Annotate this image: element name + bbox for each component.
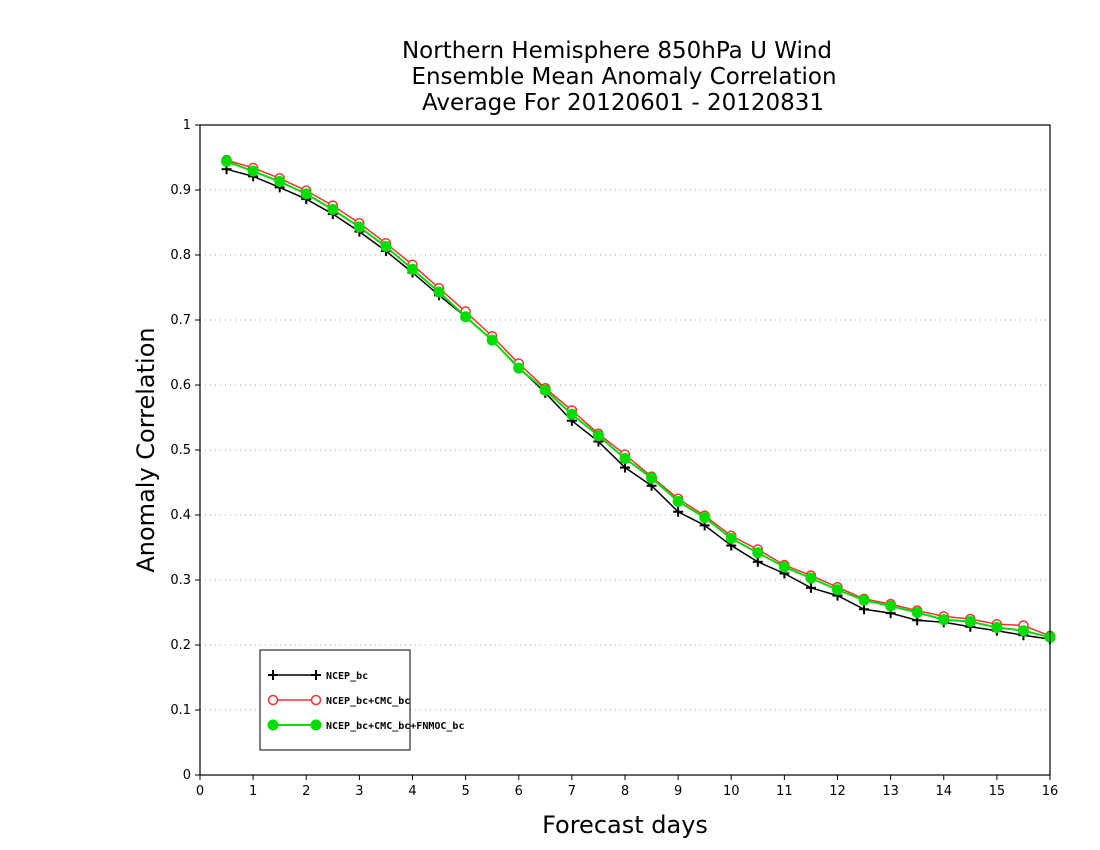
y-tick-label: 1 (183, 118, 191, 133)
x-tick-label: 10 (723, 784, 740, 799)
series-2-point (407, 263, 418, 275)
series-2-point (274, 176, 286, 188)
series-2-point (353, 221, 365, 233)
x-tick-label: 12 (829, 784, 846, 799)
series-2-point (380, 241, 392, 253)
x-tick-label: 16 (1042, 784, 1059, 799)
series-2-point (300, 188, 312, 200)
legend-marker-start (267, 694, 279, 706)
x-tick-label: 3 (355, 784, 363, 799)
x-axis-title: Forecast days (542, 811, 708, 839)
y-tick-label: 0.1 (170, 703, 191, 718)
y-axis-title: Anomaly Correlation (132, 327, 160, 572)
legend-marker-end (310, 694, 322, 706)
y-tick-label: 0.9 (170, 183, 191, 198)
series-line-0 (226, 168, 1051, 640)
y-tick-label: 0.2 (170, 638, 191, 653)
legend-label: NCEP_bc (326, 671, 368, 682)
title-line-1: Northern Hemisphere 850hPa U Wind (402, 38, 832, 64)
title-line-3: Average For 20120601 - 20120831 (422, 90, 824, 116)
series-2-point (460, 311, 472, 323)
x-tick-label: 13 (882, 784, 899, 799)
y-tick-label: 0 (183, 768, 191, 783)
series-2-point (486, 334, 498, 346)
series-2-point (1017, 625, 1029, 637)
x-tick-label: 0 (196, 784, 204, 799)
legend-label: NCEP_bc+CMC_bc+FNMOC_bc (326, 721, 464, 732)
series-2-point (752, 547, 764, 559)
x-tick-label: 4 (408, 784, 416, 799)
series-0 (221, 164, 1055, 645)
y-tick-label: 0.5 (170, 443, 191, 458)
y-tick-label: 0.7 (170, 313, 191, 328)
legend-entry-0: NCEP_bc (268, 670, 368, 682)
series-2-point (566, 408, 578, 420)
series-layer (221, 154, 1056, 645)
series-2-point (619, 452, 631, 464)
series-2-point (247, 165, 259, 177)
series-2-point (513, 362, 525, 374)
y-tick-label: 0.4 (170, 508, 191, 523)
series-2-point (938, 614, 950, 626)
series-2-point (327, 204, 339, 215)
legend-label: NCEP_bc+CMC_bc (326, 696, 410, 707)
legend-marker-start (267, 719, 279, 731)
x-tick-label: 8 (621, 784, 629, 799)
x-tick-label: 14 (935, 784, 952, 799)
series-line-1 (226, 159, 1051, 637)
axis-ticks: 00.10.20.30.40.50.60.70.80.910 1 2 3 4 5 6 7 8 9 1… (170, 118, 1058, 799)
series-2-point (964, 616, 976, 628)
x-tick-label: 5 (461, 784, 469, 799)
series-2-point (885, 600, 897, 612)
series-2-point (699, 512, 711, 524)
series-2-point (221, 155, 233, 167)
x-tick-label: 2 (302, 784, 310, 799)
series-2-point (778, 561, 790, 573)
series-2-point (911, 607, 923, 618)
y-tick-label: 0.8 (170, 248, 191, 263)
series-2-point (433, 286, 445, 298)
y-tick-label: 0.6 (170, 378, 191, 393)
x-tick-label: 15 (989, 784, 1006, 799)
series-2-point (725, 532, 737, 544)
series-2-point (858, 594, 870, 606)
chart-title: Northern Hemisphere 850hPa U Wind Ensemb… (402, 38, 837, 116)
series-2-point (646, 472, 658, 484)
series-1 (221, 154, 1056, 642)
series-2 (221, 155, 1056, 643)
title-line-2: Ensemble Mean Anomaly Correlation (411, 64, 836, 90)
legend-entry-1: NCEP_bc+CMC_bc (267, 694, 410, 707)
x-tick-label: 9 (674, 784, 682, 799)
series-2-point (991, 621, 1003, 633)
x-tick-label: 6 (515, 784, 523, 799)
series-2-point (805, 572, 817, 584)
x-tick-label: 1 (249, 784, 257, 799)
series-2-point (832, 584, 843, 596)
legend-marker-end (310, 719, 322, 731)
series-line-2 (226, 160, 1051, 639)
legend: NCEP_bc NCEP_bc+CMC_bc NCEP_bc+CMC_bc+FNMO… (259, 649, 464, 751)
series-2-point (592, 430, 604, 442)
y-tick-label: 0.3 (170, 573, 191, 588)
series-2-point (539, 384, 551, 396)
legend-entry-2: NCEP_bc+CMC_bc+FNMOC_bc (267, 719, 464, 732)
x-tick-label: 7 (568, 784, 576, 799)
x-tick-label: 11 (776, 784, 793, 799)
series-2-point (672, 495, 684, 507)
